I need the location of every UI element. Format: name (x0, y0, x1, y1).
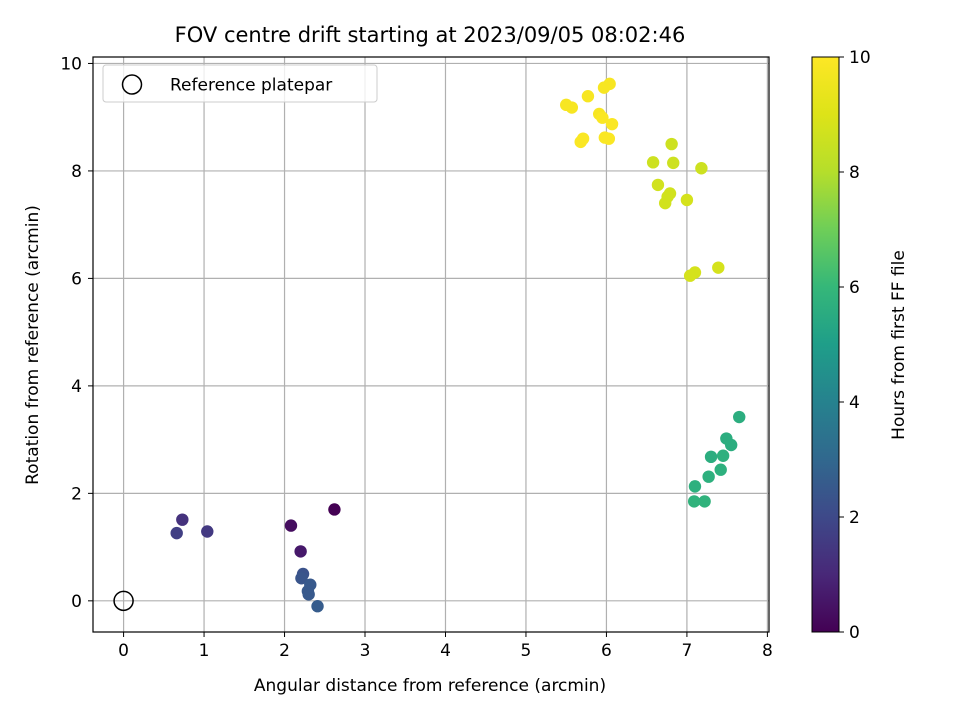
data-point (665, 137, 678, 151)
x-tick-label: 1 (199, 641, 210, 661)
data-point (687, 495, 701, 508)
x-tick-label: 2 (279, 641, 290, 661)
x-tick-label: 5 (521, 641, 532, 661)
colorbar: 0 2 4 6 8 10 Hours from first FF file (811, 48, 909, 643)
chart-title: FOV centre drift starting at 2023/09/05 … (175, 23, 686, 47)
data-point (651, 178, 665, 192)
data-point (294, 545, 307, 558)
data-point (733, 410, 746, 424)
y-tick-label: 6 (71, 269, 82, 289)
data-point (724, 438, 738, 452)
data-point (302, 588, 315, 601)
colorbar-tick-label: 6 (849, 278, 860, 298)
colorbar-tick-label: 2 (849, 508, 860, 528)
x-axis-label: Angular distance from reference (arcmin) (254, 676, 606, 696)
data-point (176, 513, 189, 526)
y-tick-label: 2 (71, 484, 82, 504)
data-point (328, 503, 341, 516)
x-tick-label: 4 (440, 641, 451, 661)
data-point (581, 90, 595, 103)
data-point (284, 519, 298, 532)
plot-frame (92, 56, 770, 633)
x-tick-label: 6 (601, 641, 612, 661)
legend-marker (121, 74, 143, 95)
legend-box (102, 64, 378, 103)
x-tick-label: 0 (118, 641, 129, 661)
data-point (565, 101, 579, 114)
data-point (716, 449, 730, 462)
data-point (605, 117, 619, 131)
data-point (602, 132, 616, 145)
data-point (680, 193, 694, 207)
y-tick-label: 10 (60, 54, 82, 74)
colorbar-tick-label: 10 (849, 48, 871, 68)
data-point (683, 269, 697, 282)
y-tick-label: 8 (71, 162, 82, 182)
data-point (688, 480, 702, 493)
x-tick-label: 3 (360, 641, 371, 661)
data-point (597, 81, 611, 94)
data-point (646, 156, 660, 169)
colorbar-bar (811, 56, 840, 633)
data-point (712, 261, 725, 274)
data-point (695, 162, 708, 175)
reference-point (113, 590, 134, 612)
data-point (201, 525, 214, 538)
y-axis-label: Rotation from reference (arcmin) (23, 205, 43, 485)
colorbar-tick-label: 8 (849, 163, 860, 183)
legend: Reference platepar (102, 64, 378, 103)
data-point (658, 196, 672, 210)
data-point (311, 600, 324, 613)
x-tick-label: 8 (762, 641, 773, 661)
data-point (714, 463, 727, 476)
axes: 0 1 2 3 4 5 6 7 8 0 2 4 6 8 10 (60, 54, 772, 661)
data-point (702, 470, 715, 483)
data-point (170, 526, 183, 540)
x-tick-label: 7 (682, 641, 693, 661)
grid (93, 57, 769, 632)
data-point (698, 495, 711, 508)
y-tick-label: 0 (71, 592, 82, 612)
data-point (574, 135, 587, 149)
colorbar-ticks: 0 2 4 6 8 10 (839, 48, 871, 643)
legend-label: Reference platepar (170, 76, 332, 96)
scatter-points (113, 77, 746, 613)
colorbar-label: Hours from first FF file (889, 250, 909, 440)
colorbar-tick-label: 4 (849, 393, 860, 413)
colorbar-tick-label: 0 (849, 623, 860, 643)
data-point (704, 450, 718, 464)
y-tick-label: 4 (71, 377, 82, 397)
data-point (295, 572, 308, 585)
data-point (667, 156, 680, 170)
data-point (596, 111, 609, 124)
